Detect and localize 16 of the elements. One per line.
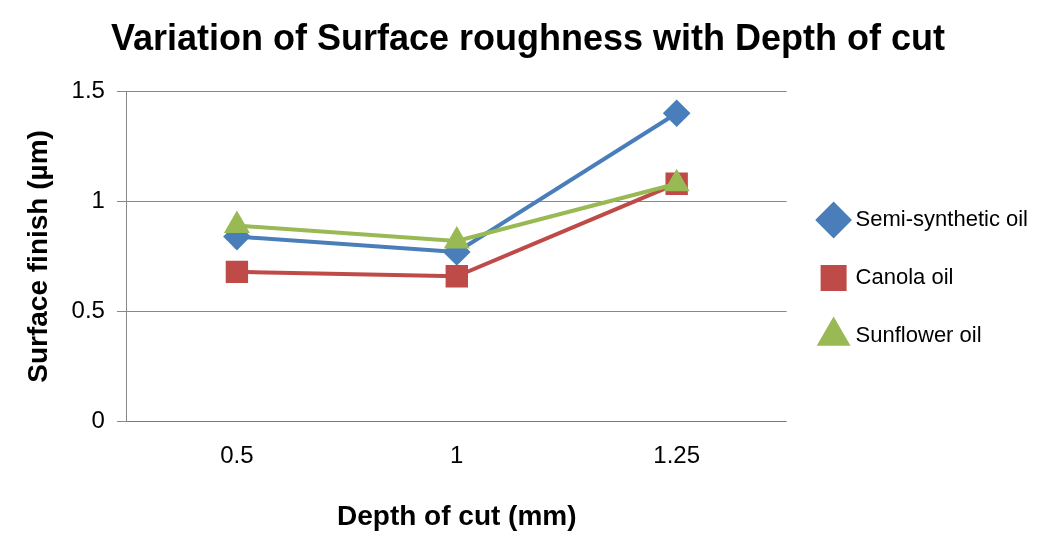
point xyxy=(225,260,249,284)
point xyxy=(663,100,690,127)
legend-label: Semi-synthetic oil xyxy=(855,206,1028,232)
x-axis-title: Depth of cut (mm) xyxy=(337,499,577,531)
chart-title: Variation of Surface roughness with Depth of cut xyxy=(110,16,946,58)
y-tick-label: 0.5 xyxy=(71,296,105,324)
legend-label: Sunflower oil xyxy=(855,322,982,348)
legend-label: Canola oil xyxy=(855,264,954,290)
y-tick-label: 1.5 xyxy=(71,75,105,103)
x-tick-label: 1.25 xyxy=(653,440,701,468)
y-tick-label: 0 xyxy=(91,406,105,434)
x-tick-label: 0.5 xyxy=(220,440,254,468)
y-tick-label: 1 xyxy=(91,185,105,213)
point xyxy=(445,265,468,288)
x-tick-label: 1 xyxy=(450,440,464,468)
y-axis-title: Surface finish (µm) xyxy=(21,130,53,383)
